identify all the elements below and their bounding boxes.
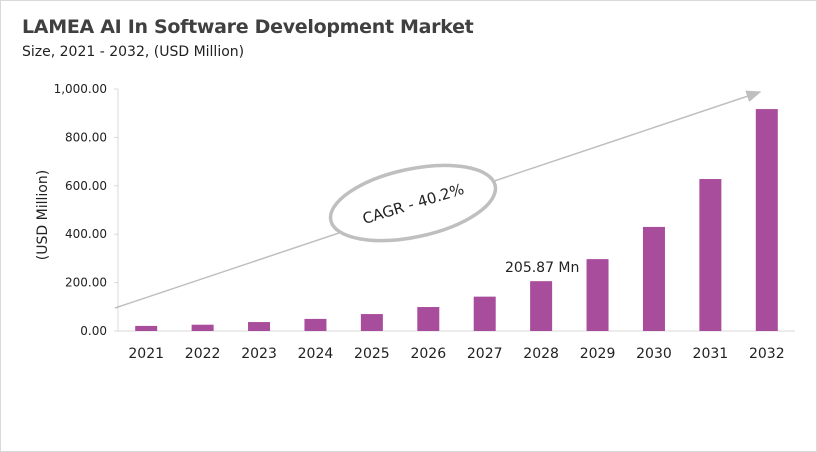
bar-2027 [473, 296, 496, 331]
y-tick-label: 600.00 [65, 179, 107, 193]
bar-2029 [586, 259, 609, 331]
bar-2022 [191, 324, 214, 331]
x-tick-label: 2027 [467, 346, 503, 362]
chart-subtitle: Size, 2021 - 2032, (USD Million) [22, 44, 245, 60]
bar-2032 [755, 109, 778, 331]
y-tick-label: 800.00 [65, 130, 107, 144]
x-tick-label: 2023 [241, 346, 277, 362]
y-tick-label: 1,000.00 [54, 82, 107, 96]
y-tick-label: 400.00 [65, 227, 107, 241]
bar-2026 [417, 307, 440, 331]
x-tick-label: 2031 [693, 346, 729, 362]
x-tick-label: 2021 [128, 346, 164, 362]
value-label-2028: 205.87 Mn [505, 260, 579, 276]
cagr-ellipse [328, 163, 498, 243]
bar-2025 [360, 314, 383, 331]
x-tick-label: 2025 [354, 346, 390, 362]
bar-2021 [135, 325, 158, 331]
y-tick-label: 200.00 [65, 276, 107, 290]
y-axis-label: (USD Million) [35, 170, 51, 260]
x-tick-label: 2028 [523, 346, 559, 362]
y-tick-label: 0.00 [80, 324, 107, 338]
x-tick-label: 2032 [749, 346, 785, 362]
bar-2023 [248, 322, 271, 331]
bar-2028 [530, 281, 553, 331]
x-tick-label: 2024 [298, 346, 334, 362]
bar-2031 [699, 179, 722, 331]
x-tick-label: 2029 [580, 346, 616, 362]
bar-2024 [304, 318, 327, 331]
x-tick-label: 2030 [636, 346, 672, 362]
chart-title: LAMEA AI In Software Development Market [22, 16, 474, 38]
bar-2030 [642, 226, 665, 331]
x-tick-label: 2026 [410, 346, 446, 362]
x-tick-label: 2022 [185, 346, 221, 362]
